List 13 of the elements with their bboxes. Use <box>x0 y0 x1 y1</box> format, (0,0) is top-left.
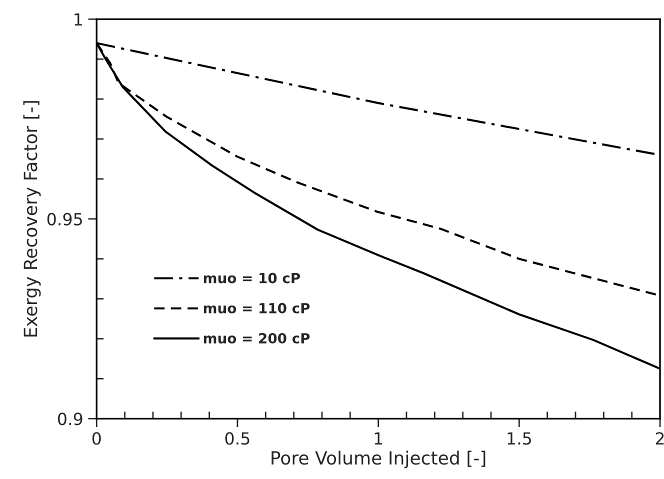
x-tick-label: 0 <box>92 432 101 445</box>
y-tick-label: 0.9 <box>58 412 82 426</box>
y-axis-title: Exergy Recovery Factor [-] <box>23 101 41 336</box>
legend-label: muo = 10 cP <box>204 272 300 284</box>
y-tick-label: 0.95 <box>47 212 82 226</box>
x-tick-label: 0.5 <box>225 432 250 445</box>
legend-label: muo = 200 cP <box>204 333 310 344</box>
x-axis-title: Pore Volume Injected [-] <box>272 450 486 468</box>
y-tick-label: 1 <box>74 13 82 26</box>
x-tick-label: 1.5 <box>508 432 531 445</box>
x-tick-label: 2 <box>656 432 664 445</box>
legend-label: muo = 110 cP <box>204 302 310 314</box>
x-tick-label: 1 <box>374 432 382 445</box>
